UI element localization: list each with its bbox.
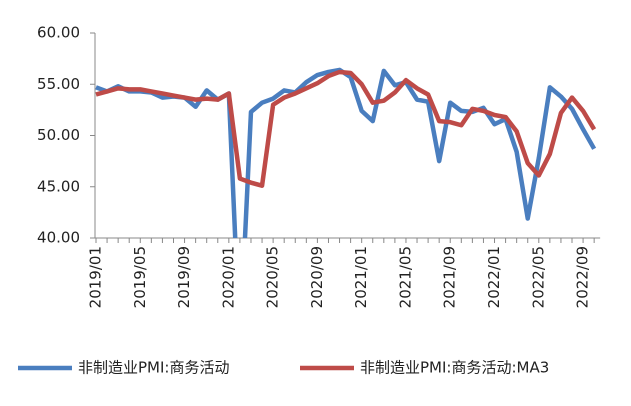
x-tick-label: 2019/05 bbox=[131, 246, 149, 308]
x-tick-label: 2020/05 bbox=[264, 246, 282, 308]
y-tick-label: 55.00 bbox=[37, 75, 80, 93]
x-tick-label: 2021/09 bbox=[441, 246, 459, 308]
x-tick-label: 2019/09 bbox=[175, 246, 193, 308]
y-tick-label: 60.00 bbox=[37, 24, 80, 42]
series-line bbox=[95, 69, 597, 188]
legend-label: 非制造业PMI:商务活动 bbox=[78, 359, 229, 377]
x-tick-label: 2022/05 bbox=[529, 246, 547, 308]
y-tick-label: 50.00 bbox=[37, 126, 80, 144]
y-tick-label: 45.00 bbox=[37, 177, 80, 195]
x-tick-label: 2021/05 bbox=[396, 246, 414, 308]
y-tick-label: 40.00 bbox=[37, 229, 80, 247]
x-tick-label: 2022/01 bbox=[485, 246, 503, 308]
legend-label: 非制造业PMI:商务活动:MA3 bbox=[360, 359, 549, 377]
x-tick-label: 2020/01 bbox=[219, 246, 237, 308]
x-tick-label: 2019/01 bbox=[87, 246, 105, 308]
x-tick-label: 2020/09 bbox=[308, 246, 326, 308]
series-line bbox=[95, 67, 597, 238]
x-tick-label: 2021/01 bbox=[352, 246, 370, 308]
x-tick-label: 2022/09 bbox=[574, 246, 592, 308]
